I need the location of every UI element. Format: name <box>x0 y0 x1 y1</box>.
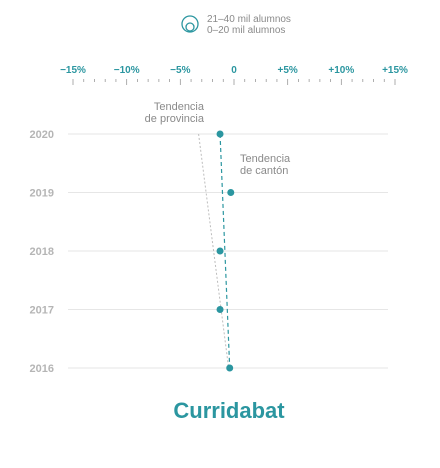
data-points <box>216 130 235 372</box>
x-tick-label: 0 <box>231 65 237 76</box>
y-tick-label: 2018 <box>30 246 54 258</box>
x-tick-label: −10% <box>114 65 140 76</box>
legend-item-large: 21–40 mil alumnos <box>207 14 291 25</box>
trend-lines <box>198 133 231 369</box>
y-tick-label: 2019 <box>30 188 54 200</box>
data-point <box>227 189 235 196</box>
legend-circle-outer-icon <box>181 15 199 33</box>
x-tick-label: +5% <box>278 65 298 76</box>
trend-provincia-line <box>198 133 230 369</box>
trend-canton-label-line2: de cantón <box>240 165 288 177</box>
trend-canton-label-line1: Tendencia <box>240 153 291 165</box>
x-axis: −15% −10% −5% 0 +5% +10% +15% <box>60 65 408 85</box>
x-tick-label: +10% <box>328 65 354 76</box>
y-tick-label: 2016 <box>30 363 54 375</box>
x-tick-label: −5% <box>170 65 190 76</box>
trend-provincia-label-line1: Tendencia <box>154 101 205 113</box>
data-point <box>216 306 224 313</box>
data-point <box>216 247 224 255</box>
data-point <box>216 130 224 138</box>
y-tick-label: 2020 <box>30 129 54 141</box>
chart-title: Curridabat <box>173 398 285 423</box>
y-tick-label: 2017 <box>30 305 54 317</box>
trend-annotations: Tendencia de provincia Tendencia de cant… <box>145 101 291 177</box>
legend-item-small: 0–20 mil alumnos <box>207 25 285 36</box>
y-axis: 2020 2019 2018 2017 2016 <box>30 129 54 375</box>
x-tick-label: +15% <box>382 65 408 76</box>
data-point <box>226 364 234 372</box>
trend-provincia-label-line2: de provincia <box>145 113 205 125</box>
x-tick-label: −15% <box>60 65 86 76</box>
legend: 21–40 mil alumnos 0–20 mil alumnos <box>181 14 291 36</box>
legend-circle-inner-icon <box>185 22 195 32</box>
